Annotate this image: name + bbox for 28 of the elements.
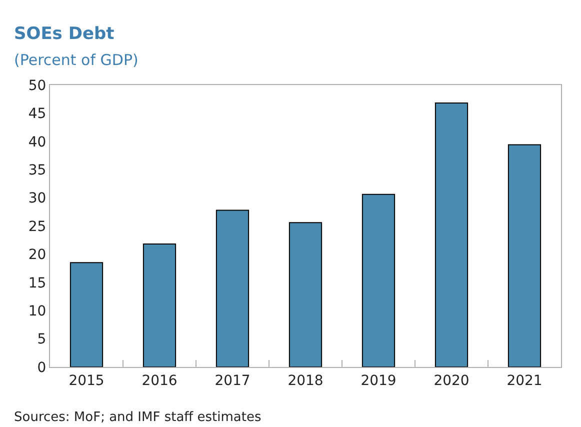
y-tick-label: 10	[28, 304, 46, 320]
bar	[434, 102, 468, 367]
y-tick-label: 40	[28, 134, 46, 150]
y-tick-label: 25	[28, 218, 46, 235]
y-tick-label: 15	[28, 275, 46, 292]
y-tick-label: 50	[28, 78, 46, 94]
x-tick-label: 2016	[142, 372, 178, 389]
bar	[70, 262, 104, 367]
y-tick-label: 0	[37, 360, 46, 376]
x-tick-label: 2015	[68, 372, 104, 389]
chart-title: SOEs Debt	[14, 24, 114, 44]
y-tick-label: 45	[28, 106, 46, 122]
source-note: Sources: MoF; and IMF staff estimates	[14, 410, 262, 425]
x-tick-label: 2019	[360, 372, 396, 389]
x-tick-label: 2021	[506, 372, 542, 389]
bar	[508, 144, 542, 367]
bar	[288, 222, 322, 367]
y-tick-label: 30	[28, 190, 46, 207]
y-tick-label: 35	[28, 162, 46, 178]
chart-subtitle: (Percent of GDP)	[14, 51, 138, 69]
x-tick-label: 2017	[214, 372, 250, 389]
y-tick-label: 20	[28, 247, 46, 264]
x-tick-label: 2020	[434, 372, 470, 389]
bar	[216, 210, 250, 367]
x-tick-label: 2018	[288, 372, 324, 389]
y-tick-label: 5	[37, 332, 46, 348]
bar	[362, 194, 396, 367]
bar	[142, 244, 176, 367]
